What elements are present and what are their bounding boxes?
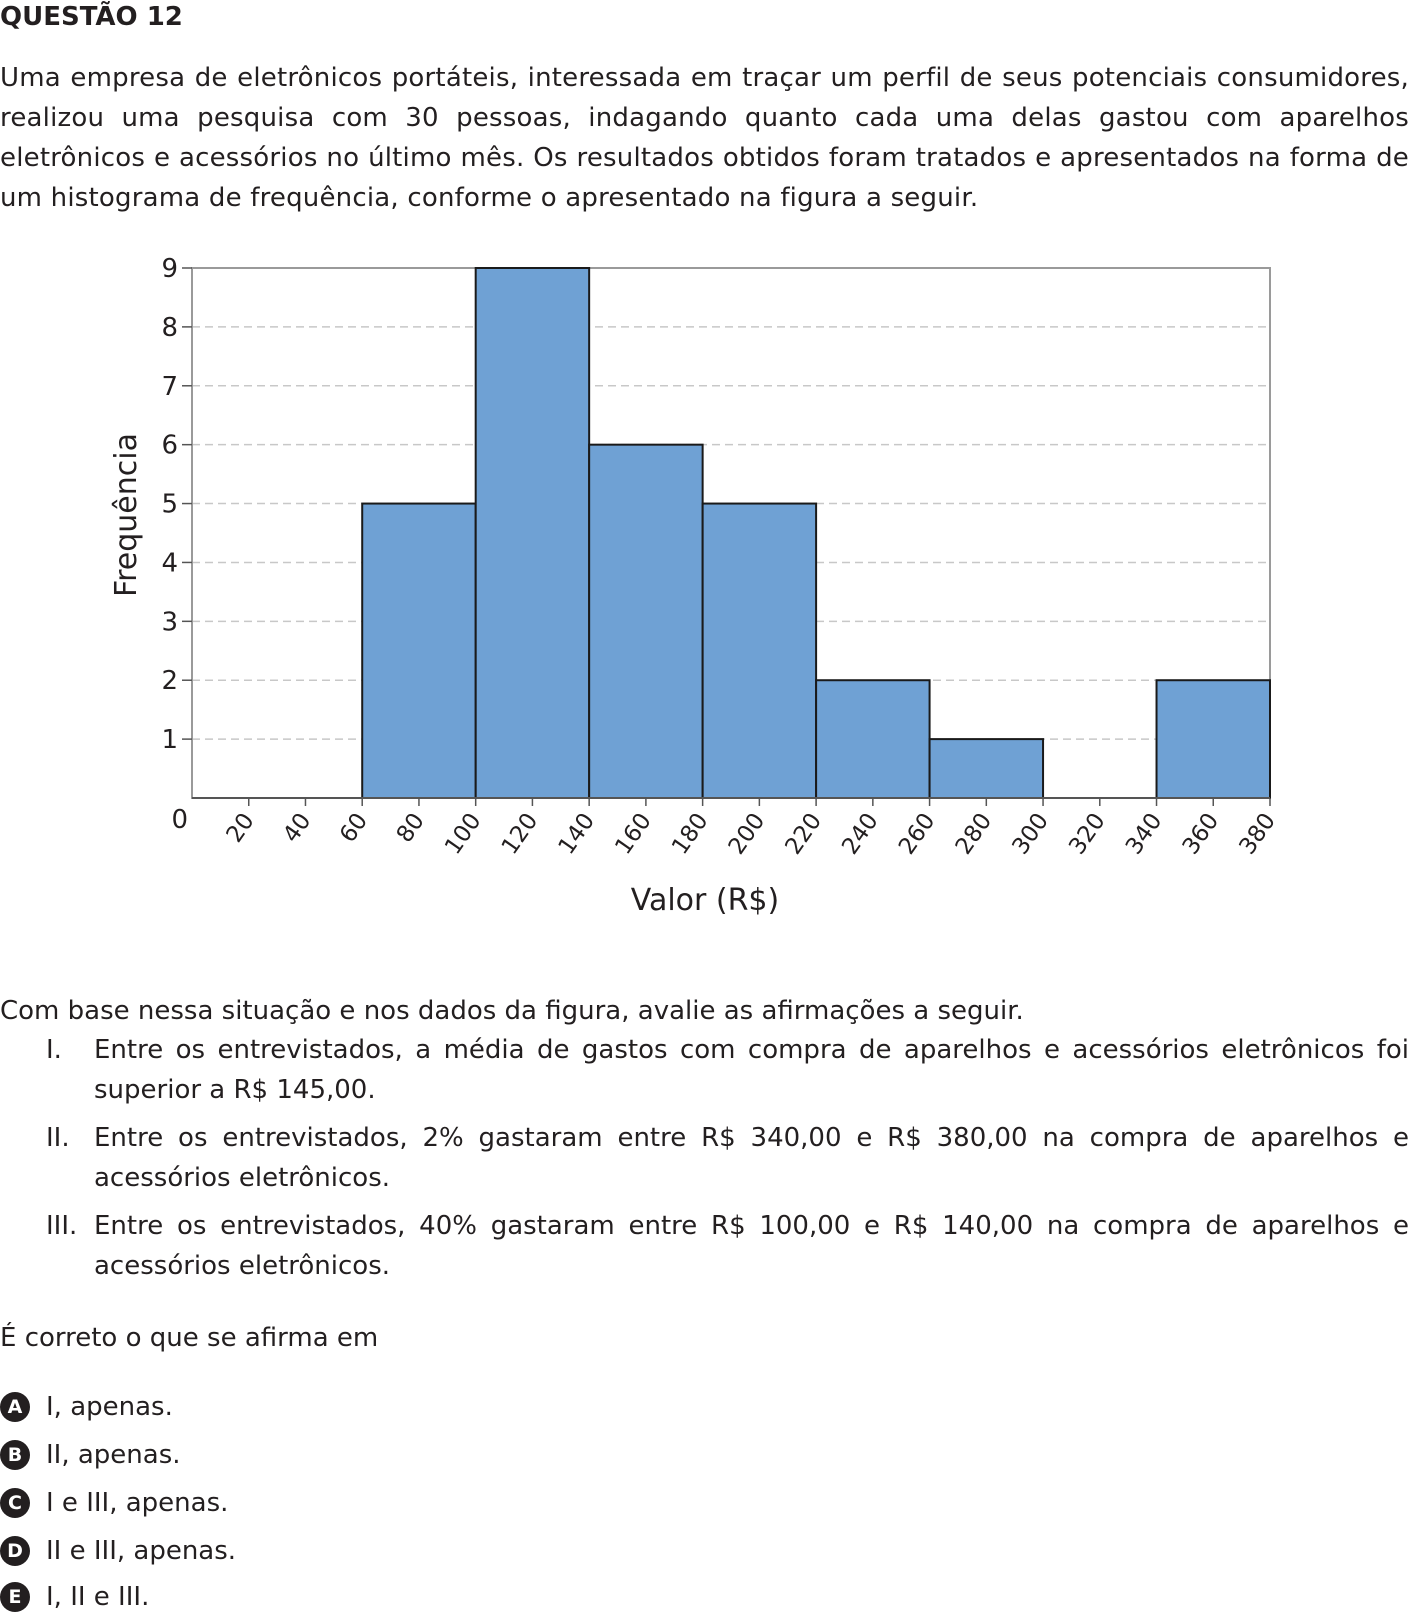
statement-number: II. [46, 1123, 70, 1153]
x-axis-title: Valor (R$) [631, 883, 779, 918]
option-letter-badge: D [0, 1536, 30, 1566]
answer-prompt: É correto o que se afirma em [0, 1323, 379, 1353]
option-letter-badge: E [0, 1582, 30, 1612]
x-tick-label: 140 [554, 809, 600, 860]
option-c[interactable]: C I e III, apenas. [0, 1486, 228, 1520]
option-a[interactable]: A I, apenas. [0, 1390, 173, 1424]
option-text: I, apenas. [46, 1392, 173, 1422]
question-title: QUESTÃO 12 [0, 2, 183, 32]
y-tick-label: 3 [161, 607, 178, 637]
x-tick-label: 380 [1234, 809, 1280, 860]
x-tick-label: 180 [667, 809, 713, 860]
option-e[interactable]: E I, II e III. [0, 1580, 149, 1614]
histogram-bar [701, 502, 818, 799]
option-b[interactable]: B II, apenas. [0, 1438, 181, 1472]
option-text: I, II e III. [46, 1582, 150, 1612]
y-axis-title: Frequência [109, 433, 144, 597]
statement-text: Entre os entrevistados, 2% gastaram entr… [94, 1123, 1409, 1193]
histogram-bar [815, 679, 931, 800]
statement-text: Entre os entrevistados, 40% gastaram ent… [94, 1211, 1409, 1281]
option-text: I e III, apenas. [46, 1488, 229, 1518]
statement-1: I. Entre os entrevistados, a média de ga… [46, 1030, 1409, 1110]
option-letter-badge: B [0, 1440, 30, 1470]
y-tick-label: 7 [161, 372, 178, 402]
histogram-bar [1155, 679, 1272, 800]
y-tick-label: 5 [161, 490, 178, 520]
y-tick-label: 6 [161, 431, 178, 461]
option-text: II, apenas. [46, 1440, 181, 1470]
x-tick-label: 220 [781, 809, 827, 860]
y-tick-label: 4 [161, 548, 178, 578]
x-tick-label: 240 [837, 809, 883, 860]
x-tick-label: 60 [335, 809, 373, 848]
option-text: II e III, apenas. [46, 1536, 237, 1566]
statements-lead: Com base nessa situação e nos dados da f… [0, 996, 1024, 1026]
statement-number: I. [46, 1035, 62, 1065]
x-tick-label: 40 [278, 809, 316, 848]
y-tick-label: 0 [171, 805, 188, 835]
histogram-bar [361, 502, 477, 799]
statement-text: Entre os entrevistados, a média de gasto… [94, 1035, 1409, 1105]
y-tick-label: 2 [161, 666, 178, 696]
y-tick-label: 8 [161, 313, 178, 343]
x-tick-label: 120 [497, 809, 543, 860]
y-tick-label: 9 [161, 254, 178, 284]
x-tick-label: 160 [610, 809, 656, 860]
x-tick-label: 280 [951, 809, 997, 860]
x-tick-label: 260 [894, 809, 940, 860]
y-tick-label: 1 [161, 725, 178, 755]
statement-2: II. Entre os entrevistados, 2% gastaram … [46, 1118, 1409, 1198]
x-tick-label: 20 [222, 809, 260, 848]
x-tick-label: 340 [1121, 809, 1167, 860]
question-intro: Uma empresa de eletrônicos portáteis, in… [0, 63, 1409, 213]
statement-number: III. [46, 1211, 78, 1241]
x-tick-label: 100 [440, 809, 486, 860]
option-letter-badge: A [0, 1392, 30, 1422]
x-tick-label: 320 [1064, 809, 1110, 860]
x-tick-label: 360 [1178, 809, 1224, 860]
histogram-bar [588, 443, 704, 800]
histogram-bar [928, 738, 1045, 800]
x-tick-label: 300 [1007, 809, 1053, 860]
statement-3: III. Entre os entrevistados, 40% gastara… [46, 1206, 1409, 1286]
x-tick-label: 200 [724, 809, 770, 860]
option-letter-badge: C [0, 1488, 30, 1518]
x-tick-label: 80 [392, 809, 430, 848]
option-d[interactable]: D II e III, apenas. [0, 1534, 236, 1568]
histogram-bar [474, 267, 591, 799]
